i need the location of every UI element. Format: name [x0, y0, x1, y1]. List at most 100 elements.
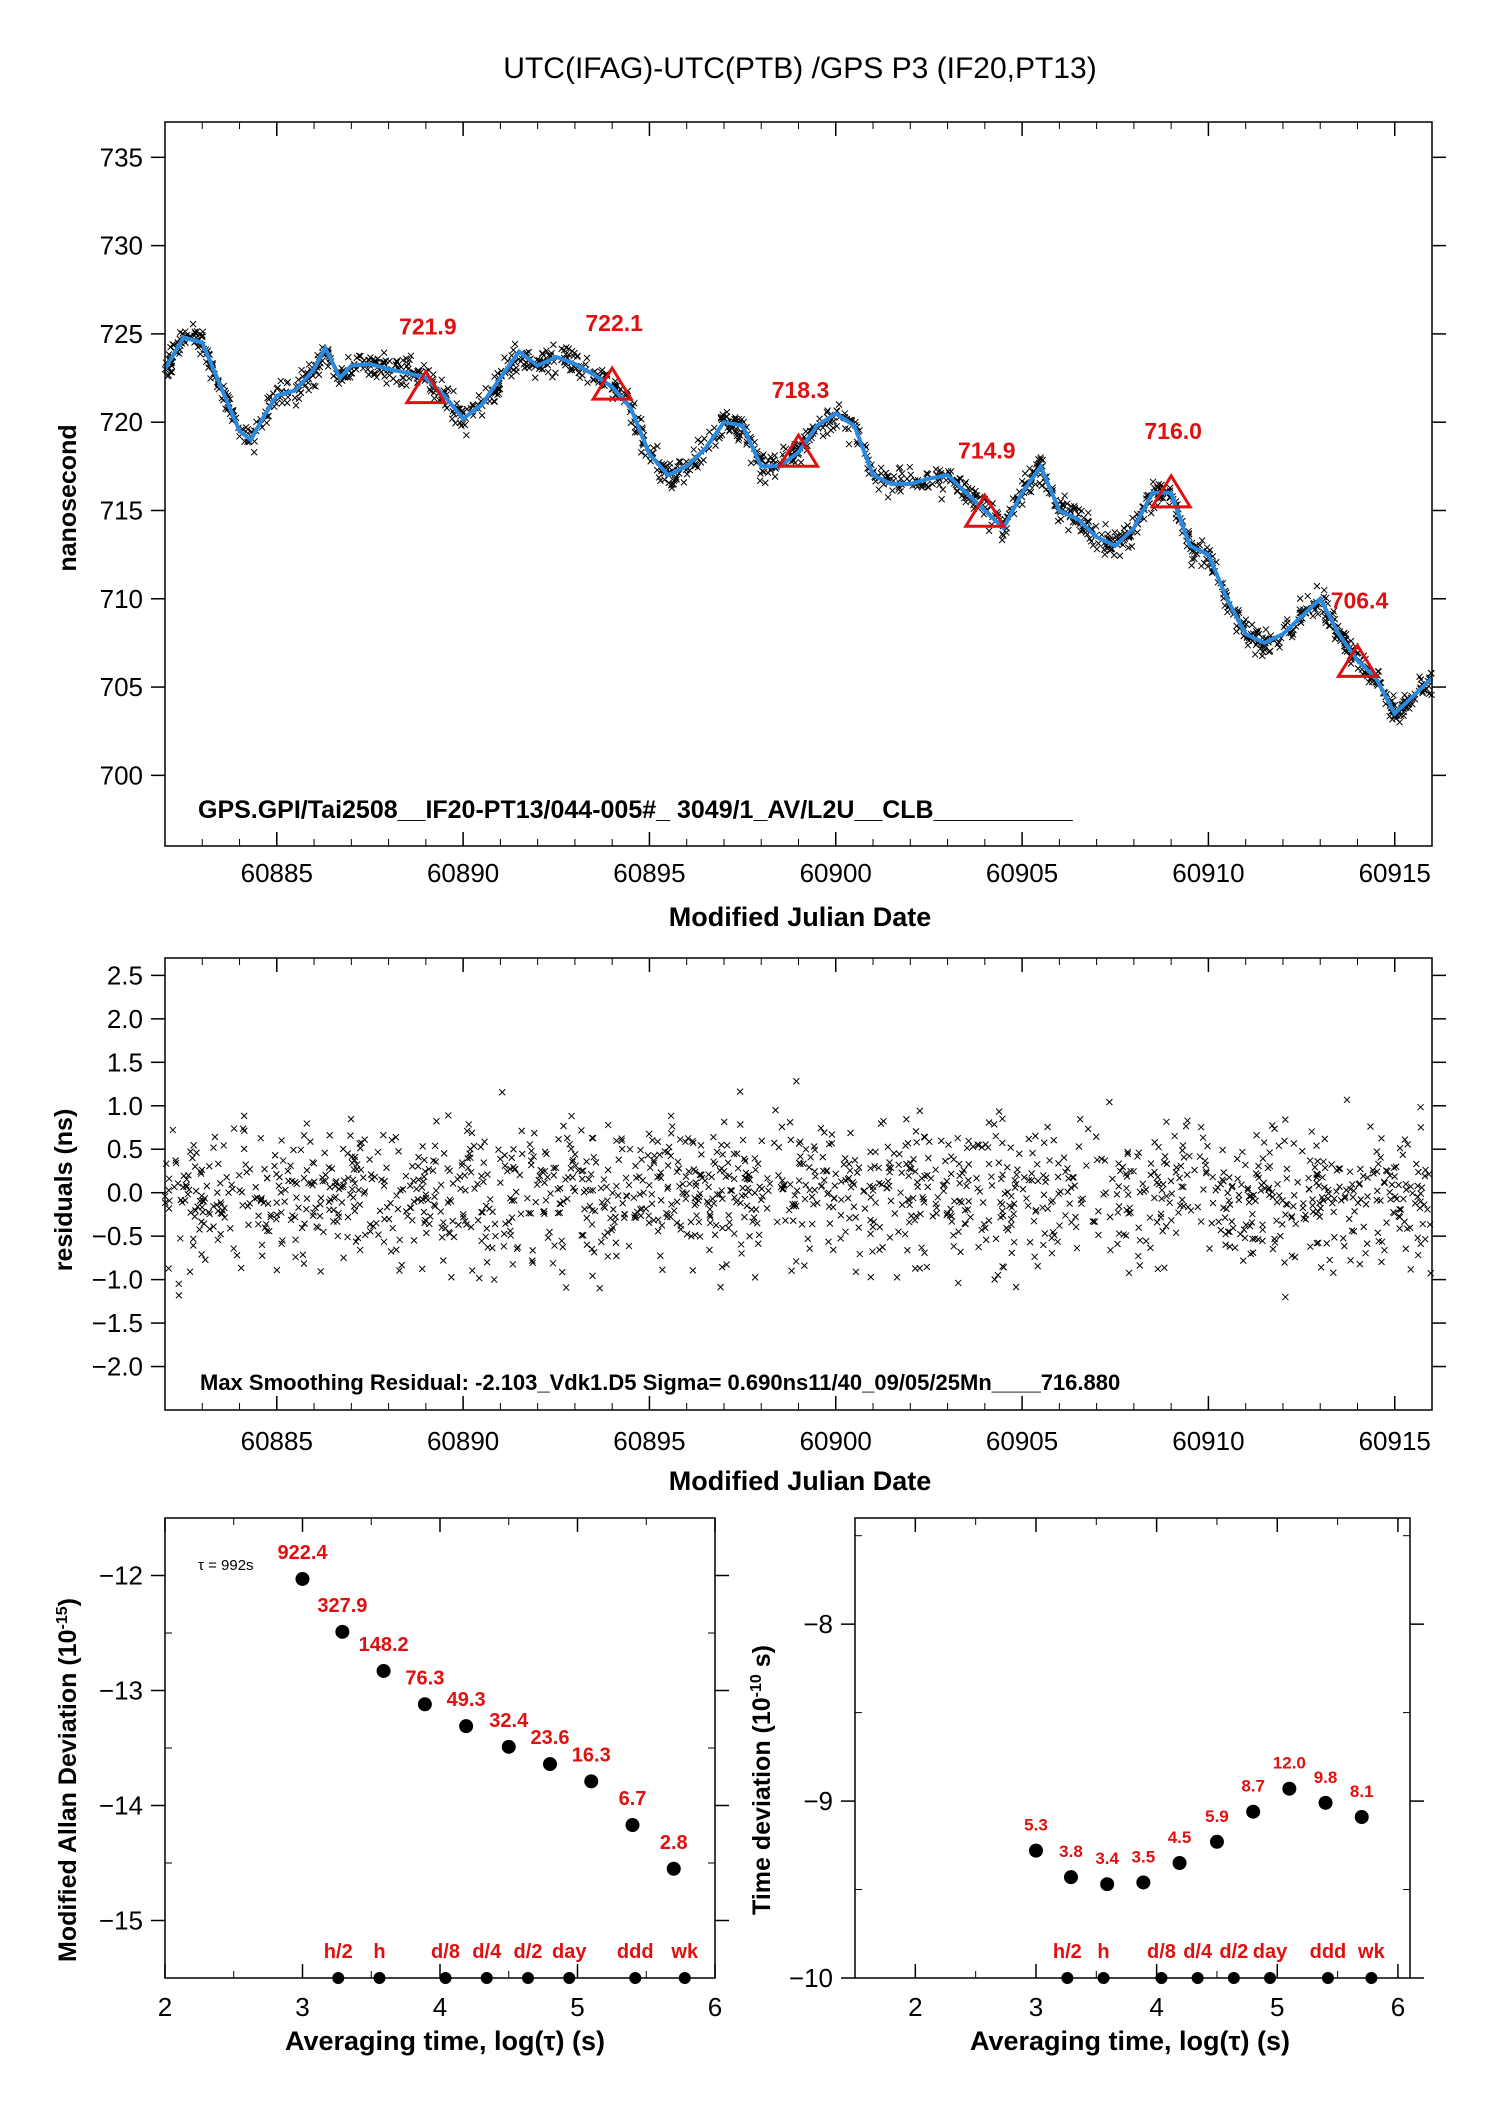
measurement-point [1253, 629, 1261, 637]
residual-point [303, 1205, 310, 1213]
residual-point [718, 1187, 725, 1194]
residual-point [547, 1190, 554, 1197]
measurement-point [475, 392, 483, 399]
residual-point [287, 1216, 295, 1224]
residual-point [393, 1192, 400, 1199]
measurement-point [1166, 484, 1174, 492]
measurement-point [450, 387, 457, 395]
residual-point [1328, 1161, 1335, 1168]
residual-point [895, 1161, 903, 1169]
residual-point [644, 1152, 652, 1159]
residual-point [1026, 1238, 1034, 1246]
residual-point [528, 1147, 535, 1155]
residual-point [1029, 1149, 1036, 1157]
residual-point [1238, 1181, 1245, 1189]
residual-point [946, 1212, 954, 1219]
point-value-label: 922.4 [277, 1542, 328, 1564]
deviation-point [543, 1757, 557, 1772]
time-mark-label: day [552, 1941, 587, 1963]
residual-point [549, 1259, 557, 1267]
residual-point [782, 1217, 789, 1224]
residual-point [344, 1233, 351, 1241]
residual-point [246, 1199, 254, 1207]
measurement-point [1111, 528, 1119, 536]
measurement-point [824, 407, 832, 414]
residual-point [1153, 1218, 1161, 1226]
residual-point [431, 1193, 438, 1201]
residual-point [752, 1206, 760, 1213]
measurement-point [393, 378, 400, 386]
residual-point [578, 1232, 586, 1239]
residual-point [1401, 1136, 1409, 1144]
residual-point [1030, 1217, 1038, 1225]
residual-point [356, 1246, 364, 1254]
residual-point [357, 1166, 365, 1174]
residual-point [340, 1181, 347, 1189]
residual-point [1101, 1157, 1109, 1164]
residual-point [226, 1225, 234, 1232]
measurement-point [482, 384, 490, 392]
residual-point [420, 1156, 428, 1164]
residual-point [687, 1218, 695, 1226]
residual-point [480, 1178, 487, 1186]
residual-point [1419, 1220, 1427, 1228]
residual-point [316, 1212, 324, 1220]
residual-point [380, 1238, 388, 1246]
residual-point [732, 1198, 740, 1206]
residual-point [468, 1267, 476, 1274]
measurement-point [1259, 648, 1267, 656]
residual-point [213, 1201, 221, 1209]
measurement-point [1018, 477, 1026, 485]
residual-point [1404, 1140, 1412, 1148]
residual-point [1313, 1174, 1321, 1181]
y-tick-label: 710 [100, 584, 143, 614]
measurement-point [1057, 515, 1065, 523]
residual-point [432, 1158, 440, 1166]
measurement-point [521, 364, 529, 372]
residual-point [498, 1088, 506, 1096]
residual-point [1319, 1197, 1327, 1204]
residual-point [563, 1195, 571, 1203]
x-tick-label: 5 [1270, 1992, 1284, 2022]
measurement-point [315, 371, 323, 379]
residual-point [975, 1141, 983, 1149]
measurement-point [250, 448, 258, 456]
residual-point [940, 1187, 948, 1195]
x-tick-label: 60895 [613, 858, 685, 888]
residual-point [165, 1175, 173, 1183]
residual-point [1014, 1166, 1021, 1173]
residual-point [1348, 1181, 1356, 1188]
residual-point [455, 1221, 462, 1229]
residual-point [1364, 1193, 1371, 1200]
measurement-point [1065, 526, 1072, 534]
residual-point [1115, 1203, 1123, 1210]
deviation-point [1028, 1843, 1043, 1858]
residual-point [265, 1227, 273, 1235]
residual-point [254, 1220, 262, 1228]
residual-point [1311, 1163, 1319, 1171]
measurement-point [311, 382, 319, 390]
residual-point [327, 1196, 334, 1203]
residual-point [743, 1202, 751, 1210]
residual-point [230, 1245, 238, 1252]
residual-point [867, 1273, 875, 1281]
residual-point [467, 1223, 475, 1231]
residual-point [954, 1134, 962, 1142]
residual-point [778, 1177, 786, 1184]
residual-point [981, 1224, 989, 1232]
measurement-point [1191, 555, 1198, 563]
residual-point [210, 1144, 217, 1151]
residual-point [551, 1242, 558, 1249]
residual-point [1028, 1176, 1036, 1184]
residual-point [514, 1243, 522, 1251]
measurement-point [1120, 524, 1128, 532]
residual-point [676, 1182, 683, 1190]
residual-point [277, 1189, 285, 1196]
residual-point [1180, 1202, 1188, 1210]
residual-point [842, 1228, 849, 1236]
residual-point [808, 1193, 816, 1201]
residual-point [240, 1112, 248, 1120]
residual-point [479, 1209, 486, 1216]
measurement-point [667, 481, 675, 489]
measurement-point [884, 472, 892, 480]
